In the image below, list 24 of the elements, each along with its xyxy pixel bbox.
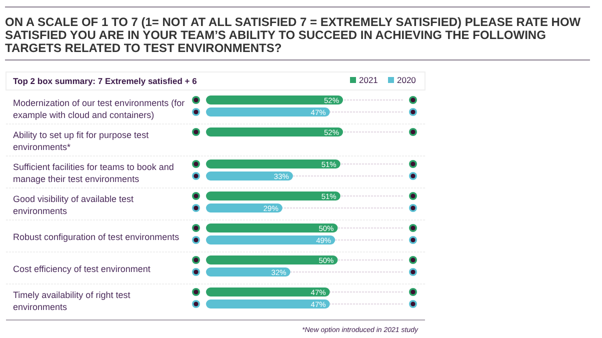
y-tick-label: Good visibility of available test environments bbox=[13, 194, 134, 216]
y-tick-label: Robust configuration of test environments bbox=[13, 232, 180, 242]
chart-title: ON A SCALE OF 1 TO 7 (1= NOT AT ALL SATISFIED 7 = EXTREMELY SATISFIED) PLEASE RATE HOW SATISFIED YOU ARE IN YOUR TEAM’S ABILITY TO SUCCEED IN ACHIEVING THE FOLLOWING TARGETS RELATED TO TEST ENVIRONMENTS? bbox=[5, 15, 582, 55]
text: Top 2 box summary: 7 Extremely satisfied + 6 bbox=[13, 76, 198, 86]
bar bbox=[206, 96, 343, 104]
bar bbox=[206, 172, 293, 180]
legend-label: 2021 bbox=[359, 75, 378, 85]
y-tick-label: Cost efficiency of test environment bbox=[13, 264, 151, 274]
y-tick-label: Timely availability of right test environments bbox=[13, 290, 131, 312]
bar bbox=[206, 224, 338, 232]
bar bbox=[206, 256, 338, 264]
legend-label: 2020 bbox=[397, 75, 416, 85]
bar bbox=[206, 108, 330, 116]
bar bbox=[206, 204, 282, 212]
y-tick-label: Sufficient facilities for teams to book and manage their test environments bbox=[13, 162, 174, 184]
y-tick-label: Ability to set up fit for purpose test environments* bbox=[13, 130, 150, 152]
bar bbox=[206, 268, 290, 276]
bar bbox=[206, 128, 343, 136]
bar bbox=[206, 288, 330, 296]
bar bbox=[206, 236, 336, 244]
bar bbox=[206, 160, 340, 168]
y-tick-label: Modernization of our test environments (for example with cloud and containers) bbox=[13, 98, 185, 120]
bar bbox=[206, 300, 330, 308]
bar bbox=[206, 192, 340, 200]
